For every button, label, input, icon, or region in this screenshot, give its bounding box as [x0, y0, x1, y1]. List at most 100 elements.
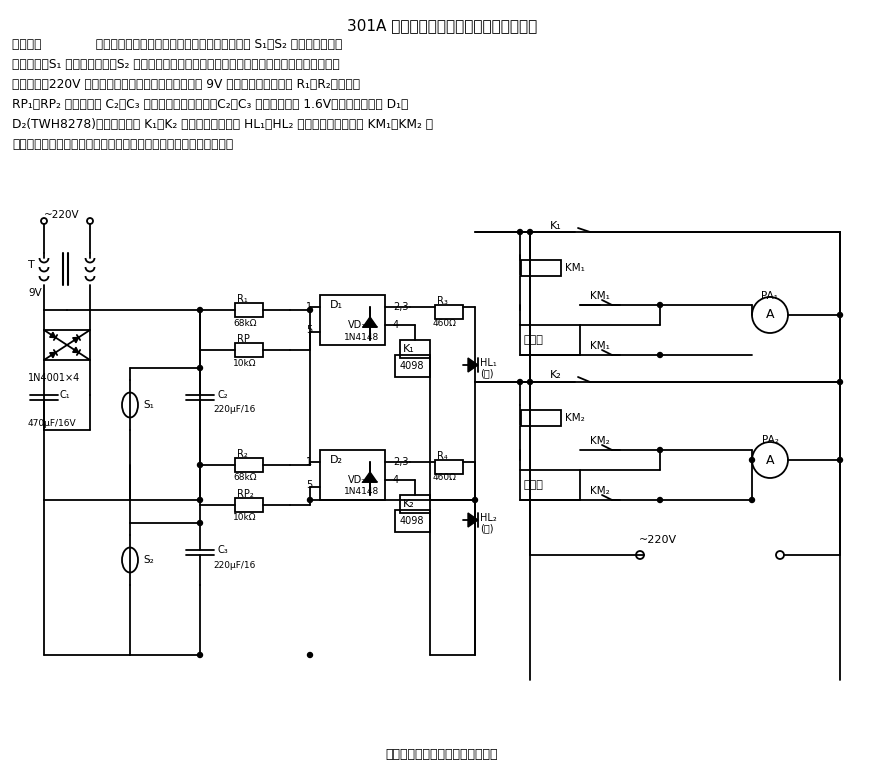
Circle shape: [528, 229, 532, 235]
Text: 10kΩ: 10kΩ: [233, 358, 256, 367]
Text: 1N4001×4: 1N4001×4: [28, 373, 80, 383]
Text: PA₂: PA₂: [761, 435, 779, 445]
Circle shape: [837, 380, 842, 384]
Bar: [521, 260, 561, 276]
Bar: [235, 343, 263, 357]
Text: ~220V: ~220V: [639, 535, 677, 545]
Text: 2,3: 2,3: [393, 302, 408, 312]
Text: 4098: 4098: [400, 516, 424, 526]
Text: C₁: C₁: [60, 390, 71, 400]
Circle shape: [517, 229, 522, 235]
Bar: [400, 495, 430, 513]
Text: (绿): (绿): [480, 523, 493, 533]
Bar: [235, 458, 263, 472]
Text: 68kΩ: 68kΩ: [233, 473, 256, 482]
Polygon shape: [468, 513, 478, 527]
Text: S₁: S₁: [143, 400, 154, 410]
Text: VD₂: VD₂: [348, 475, 366, 485]
Text: K₂: K₂: [403, 499, 415, 509]
Bar: [395, 510, 430, 532]
Text: RP₂: RP₂: [237, 489, 254, 499]
Text: KM₁: KM₁: [590, 341, 610, 351]
Text: KM₁: KM₁: [590, 291, 610, 301]
Bar: [520, 470, 580, 500]
Text: 10kΩ: 10kΩ: [233, 513, 256, 523]
Text: K₂: K₂: [550, 370, 561, 380]
Text: 加湿器: 加湿器: [523, 480, 543, 490]
Polygon shape: [50, 353, 56, 357]
Text: R₂: R₂: [237, 449, 248, 459]
Text: 460Ω: 460Ω: [433, 319, 457, 327]
Bar: [235, 498, 263, 512]
Text: R₄: R₄: [437, 451, 448, 461]
Text: KM₂: KM₂: [590, 436, 610, 446]
Text: KM₂: KM₂: [590, 486, 610, 496]
Text: 301A 型调温、调湿箱控制电路的改进电路: 301A 型调温、调湿箱控制电路的改进电路: [347, 18, 537, 33]
Text: D₂(TWH8278)导通，继电器 K₁、K₂ 得电吸合，指示灯 HL₁、HL₂ 发光，同时，接触器 KM₁、KM₂ 吸: D₂(TWH8278)导通，继电器 K₁、K₂ 得电吸合，指示灯 HL₁、HL₂…: [12, 118, 433, 131]
Text: HL₁: HL₁: [480, 358, 497, 368]
Text: 220μF/16: 220μF/16: [213, 560, 255, 570]
Circle shape: [517, 380, 522, 384]
Circle shape: [197, 520, 202, 526]
Text: 5: 5: [306, 325, 312, 335]
Text: 4: 4: [393, 475, 399, 485]
Text: D₂: D₂: [330, 455, 343, 465]
Circle shape: [308, 307, 313, 313]
Text: 5: 5: [306, 480, 312, 490]
Text: ~220V: ~220V: [44, 210, 80, 220]
Circle shape: [750, 497, 755, 503]
Circle shape: [197, 652, 202, 658]
Bar: [520, 325, 580, 355]
Text: 4: 4: [393, 320, 399, 330]
Text: KM₂: KM₂: [565, 413, 584, 423]
Circle shape: [197, 365, 202, 371]
Text: R₃: R₃: [437, 296, 448, 306]
Text: VD₁: VD₁: [348, 320, 366, 330]
Circle shape: [837, 458, 842, 462]
Text: 68kΩ: 68kΩ: [233, 319, 256, 327]
Text: 460Ω: 460Ω: [433, 473, 457, 482]
Text: 银温度计，S₁ 用来测量温度。S₂ 用来测量湿度。使用时，首先调节好所要求的温度、湿度，然后: 银温度计，S₁ 用来测量温度。S₂ 用来测量湿度。使用时，首先调节好所要求的温度…: [12, 58, 339, 71]
Text: R₁: R₁: [237, 294, 248, 304]
Circle shape: [750, 458, 755, 462]
Text: 1: 1: [306, 302, 312, 312]
Circle shape: [658, 448, 662, 452]
Text: KM₁: KM₁: [565, 263, 585, 273]
Text: 加热器: 加热器: [523, 335, 543, 345]
Text: RP: RP: [237, 334, 250, 344]
Text: K₁: K₁: [403, 344, 415, 354]
Text: 1N4148: 1N4148: [344, 487, 379, 496]
Circle shape: [308, 497, 313, 503]
Bar: [400, 340, 430, 358]
Text: 1: 1: [306, 457, 312, 467]
Text: (红): (红): [480, 368, 493, 378]
Circle shape: [658, 303, 662, 307]
Text: T: T: [28, 260, 34, 270]
Bar: [320, 295, 385, 345]
Text: 调温、调湿箱控制电路的改进电路: 调温、调湿箱控制电路的改进电路: [385, 749, 499, 761]
Polygon shape: [50, 332, 56, 337]
Text: PA₁: PA₁: [761, 291, 779, 301]
Polygon shape: [468, 358, 478, 372]
Text: 9V: 9V: [28, 288, 42, 298]
Bar: [521, 410, 561, 426]
Text: S₂: S₂: [143, 555, 154, 565]
Text: 4098: 4098: [400, 361, 424, 371]
Polygon shape: [363, 472, 377, 482]
Text: C₂: C₂: [218, 390, 229, 400]
Text: 接通电源。220V 交流电经变压器降压、整流后输出约 9V 的直流电，经过电阻 R₁、R₂、电位器: 接通电源。220V 交流电经变压器降压、整流后输出约 9V 的直流电，经过电阻 …: [12, 78, 360, 91]
Text: 470μF/16V: 470μF/16V: [28, 418, 77, 428]
Bar: [320, 450, 385, 500]
Text: RP₁、RP₂ 分别向电容 C₂、C₃ 充电，经一段时间后，C₂、C₃ 上端压上升到 1.6V，开关集成电路 D₁、: RP₁、RP₂ 分别向电容 C₂、C₃ 充电，经一段时间后，C₂、C₃ 上端压上…: [12, 98, 408, 111]
Bar: [235, 303, 263, 317]
Circle shape: [837, 313, 842, 317]
Circle shape: [197, 307, 202, 313]
Text: A: A: [766, 309, 774, 321]
Bar: [435, 305, 463, 319]
Circle shape: [528, 380, 532, 384]
Circle shape: [658, 353, 662, 357]
Text: D₁: D₁: [330, 300, 343, 310]
Circle shape: [197, 462, 202, 468]
Circle shape: [658, 497, 662, 503]
Text: 电路如图              所示。控制电路中有两个功能相同的单元，开关 S₁、S₂ 分别为电接点水: 电路如图 所示。控制电路中有两个功能相同的单元，开关 S₁、S₂ 分别为电接点水: [12, 38, 342, 51]
